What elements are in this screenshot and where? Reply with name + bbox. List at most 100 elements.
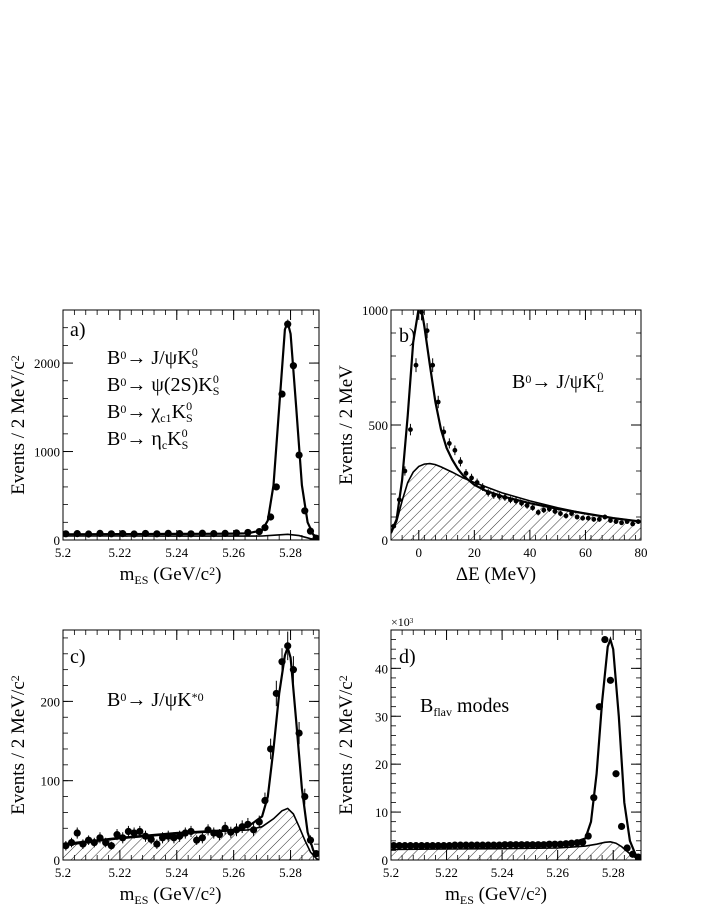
data-point [540,841,548,849]
data-point [562,840,570,848]
data-point [635,519,641,524]
data-point [284,320,292,328]
data-point [198,834,206,842]
data-point [244,528,252,537]
data-point [580,515,586,521]
data-point [617,822,626,831]
data-point [408,427,413,432]
data-point [485,490,491,496]
process-label-c: B0→ J/ψK*0 [107,689,204,711]
data-point [278,658,286,666]
data-point [451,841,459,849]
data-point [634,853,641,860]
data-point [419,310,424,315]
y-axis-title-d: Events / 2 MeV/c2 [336,675,357,815]
data-point [456,841,465,849]
panel-d-chart: 5.2 5.22 5.24 5.26 5.28 0 10 20 30 40 mES (GeV/c2)… [336,615,642,907]
data-point [96,834,104,842]
y-axis-title-a: Events / 2 MeV/c2 [8,355,29,495]
data-point [512,841,520,849]
data-point [119,530,127,538]
x-tick-label: 5.2 [55,865,71,880]
plot-area-c [63,631,319,860]
y-tick-label: 20 [375,757,388,772]
data-point [541,507,547,513]
data-point [221,824,229,832]
data-point [141,832,150,840]
data-point [558,511,563,516]
data-point [102,838,110,847]
process-label-b: B0→ J/ψKL0 [512,369,604,395]
panel-a-chart: 5.2 5.22 5.24 5.26 5.28 0 1000 2000 mES (GeV/c2)… [8,309,320,587]
data-point [272,689,280,698]
x-tick-label: 5.22 [109,545,132,560]
data-point [567,839,576,847]
data-point [204,826,212,834]
y-tick-label: 0 [382,533,389,548]
data-point [107,842,115,850]
data-point [467,841,476,849]
data-point [306,527,315,535]
data-point [595,703,603,711]
data-point [491,492,497,498]
data-point [596,516,602,522]
process-label-a: B0→ J/ψKS0 [107,345,198,371]
data-point [524,503,530,508]
data-point [552,508,558,514]
data-point [221,529,229,537]
data-point [574,514,580,520]
y-axis-title-b: Events / 2 MeV [336,365,357,485]
data-point [136,827,144,836]
data-point [153,530,161,538]
data-point [502,495,508,500]
data-point [198,529,206,537]
panel-label-c: c) [70,646,86,668]
panel-label-d: d) [399,646,416,668]
data-point [630,521,636,527]
y-tick-label: 30 [375,709,388,724]
data-point [164,832,172,840]
data-point [445,842,453,850]
panel-label-a: a) [70,319,86,341]
data-point [255,527,263,536]
y-tick-label: 1000 [34,445,60,460]
data-point [556,840,565,848]
data-point [73,530,81,538]
plot-area-a [63,318,319,540]
plot-area-b [391,310,641,540]
data-point [295,729,303,737]
data-point [501,841,509,849]
data-point [508,497,513,503]
data-point [590,794,598,802]
data-point [417,842,426,850]
data-point [85,836,93,844]
y-tick-label: 2000 [34,356,60,371]
x-tick-label: 5.2 [383,865,399,880]
data-point [130,530,138,538]
x-tick-label: 5.22 [435,865,458,880]
y-tick-label: 40 [375,661,388,676]
x-tick-label: 5.26 [222,545,245,560]
panel-c-chart: 5.2 5.22 5.24 5.26 5.28 0 100 200 mES (GeV/c2) Ev… [8,629,320,907]
x-tick-label: 20 [468,545,481,560]
data-point [517,841,526,849]
data-point [391,842,398,850]
x-tick-label: 60 [579,545,592,560]
data-point [506,841,515,849]
x-tick-label: 5.28 [279,545,302,560]
data-point [484,841,492,849]
data-point [210,829,218,837]
data-point [496,493,502,499]
data-point [435,399,441,405]
data-point [90,838,98,847]
data-point [563,513,569,519]
x-axis-title-b: ΔE (MeV) [456,564,536,585]
data-point [624,519,630,524]
plot-frame-c [62,629,320,861]
data-point [545,840,553,848]
data-point [534,841,542,849]
data-point [227,828,235,836]
x-tick-label: 5.26 [546,865,569,880]
data-point [523,841,531,849]
